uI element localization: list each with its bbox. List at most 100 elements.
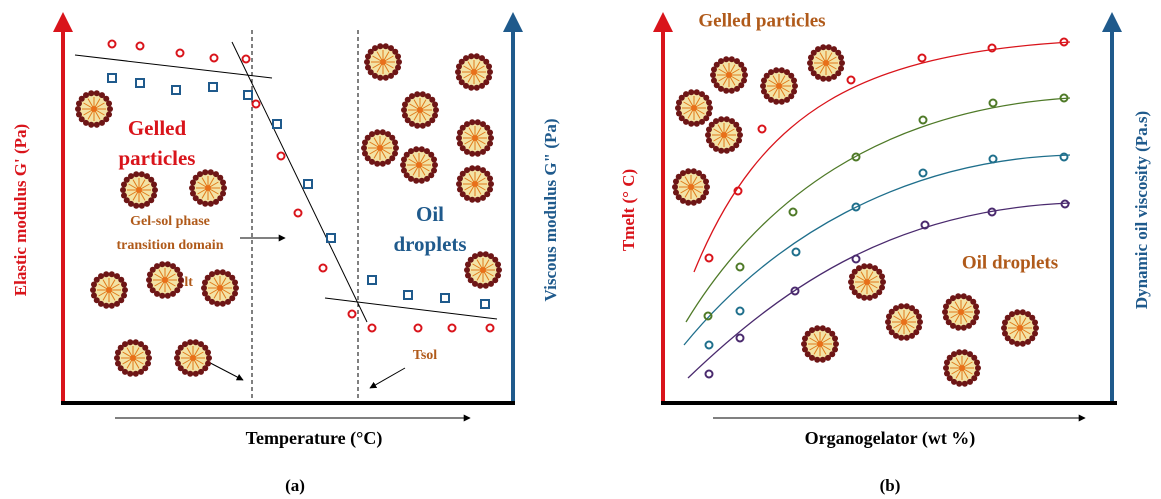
bead xyxy=(820,76,826,82)
bead xyxy=(456,135,462,141)
bead xyxy=(469,151,475,157)
label: Gel-sol phase xyxy=(130,214,210,229)
bead xyxy=(120,187,126,193)
bead xyxy=(133,371,139,377)
bead xyxy=(1001,325,1007,331)
bead xyxy=(383,43,389,49)
bead xyxy=(374,129,380,135)
bead xyxy=(820,357,826,363)
bead xyxy=(165,293,171,299)
bead xyxy=(187,371,193,377)
bead xyxy=(784,97,790,103)
bead xyxy=(1020,309,1026,315)
bead xyxy=(469,197,475,203)
marker xyxy=(853,256,860,263)
figure: Elastic modulus G' (Pa) Viscous modulus … xyxy=(0,0,1161,499)
bead xyxy=(1002,330,1008,336)
bead xyxy=(956,349,962,355)
bead xyxy=(483,283,489,289)
bead xyxy=(121,192,127,198)
bead xyxy=(487,130,493,136)
bead xyxy=(372,45,378,51)
center xyxy=(136,187,142,193)
bead xyxy=(133,339,139,345)
marker xyxy=(920,117,927,124)
marker xyxy=(253,101,260,108)
bead xyxy=(182,341,188,347)
particle xyxy=(146,261,184,299)
center xyxy=(377,145,383,151)
center xyxy=(959,365,965,371)
bead xyxy=(152,187,158,193)
bead xyxy=(220,301,226,307)
bead xyxy=(365,64,371,70)
marker xyxy=(920,170,927,177)
bead xyxy=(943,314,949,320)
center xyxy=(472,135,478,141)
bead xyxy=(213,199,219,205)
bead xyxy=(121,282,127,288)
marker xyxy=(320,265,327,272)
bead xyxy=(694,89,700,95)
bead xyxy=(723,56,729,62)
bead xyxy=(385,159,391,165)
bead xyxy=(802,346,808,352)
bead xyxy=(475,165,481,171)
bead xyxy=(469,119,475,125)
bead xyxy=(974,309,980,315)
label: droplets xyxy=(393,232,466,256)
particle xyxy=(807,44,845,82)
marker xyxy=(172,86,180,94)
bead xyxy=(809,327,815,333)
bead xyxy=(208,169,214,175)
particle xyxy=(455,53,493,91)
bead xyxy=(880,279,886,285)
center xyxy=(817,341,823,347)
marker xyxy=(349,311,356,318)
x-label: Organogelator (wt %) xyxy=(805,428,976,449)
bead xyxy=(886,324,892,330)
bead xyxy=(174,355,180,361)
particle xyxy=(401,91,439,129)
bead xyxy=(773,67,779,73)
marker xyxy=(919,55,926,62)
bead xyxy=(221,185,227,191)
center xyxy=(958,309,964,315)
bead xyxy=(779,67,785,73)
trend-line xyxy=(325,298,497,319)
bead xyxy=(951,351,957,357)
marker xyxy=(737,335,744,342)
bead xyxy=(408,148,414,154)
bead xyxy=(419,178,425,184)
bead xyxy=(773,99,779,105)
center xyxy=(190,355,196,361)
bead xyxy=(432,102,438,108)
center xyxy=(1017,325,1023,331)
marker xyxy=(211,55,218,62)
marker xyxy=(990,156,997,163)
bead xyxy=(178,277,184,283)
bead xyxy=(961,293,967,299)
bead xyxy=(479,83,485,89)
bead xyxy=(676,110,682,116)
center xyxy=(864,279,870,285)
marker xyxy=(369,325,376,332)
bead xyxy=(707,105,713,111)
bead xyxy=(388,73,394,79)
bead xyxy=(469,165,475,171)
bead xyxy=(432,162,438,168)
bead xyxy=(705,132,711,138)
bead xyxy=(956,381,962,387)
bead xyxy=(768,69,774,75)
y-label: Viscous modulus G" (Pa) xyxy=(541,118,560,301)
bead xyxy=(480,195,486,201)
bead xyxy=(973,304,979,310)
bead xyxy=(734,86,740,92)
bead xyxy=(808,65,814,71)
bead xyxy=(703,179,709,185)
bead xyxy=(801,341,807,347)
y-label: Elastic modulus G' (Pa) xyxy=(11,124,30,296)
bead xyxy=(761,88,767,94)
bead xyxy=(885,319,891,325)
bead xyxy=(848,279,854,285)
